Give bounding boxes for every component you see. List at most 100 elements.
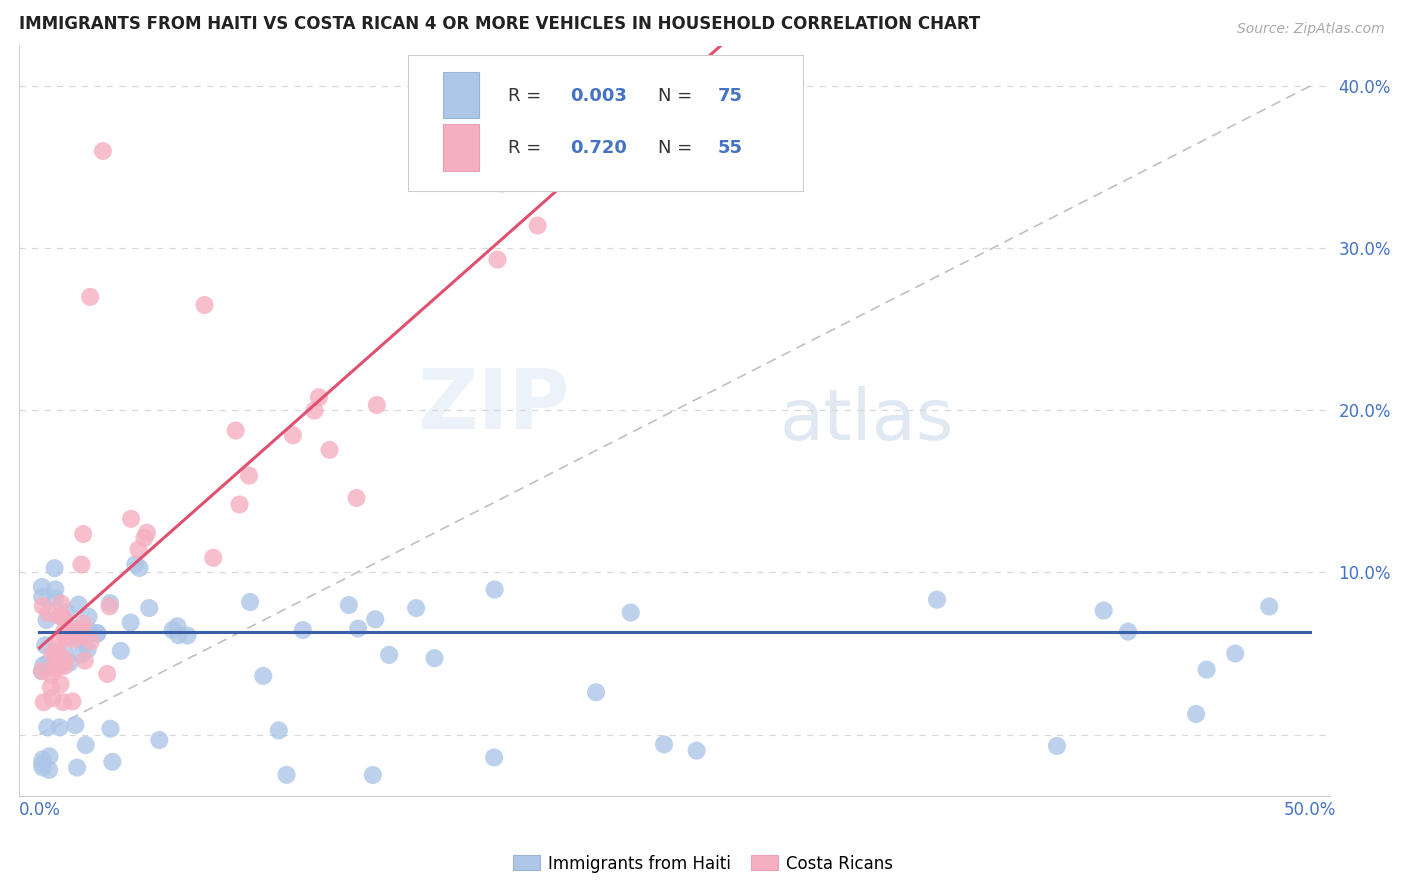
Point bbox=[72, 616, 94, 631]
Point bbox=[65, 626, 87, 640]
Point bbox=[120, 615, 142, 630]
Point bbox=[46, 638, 69, 652]
Point bbox=[31, 599, 53, 613]
Point bbox=[55, 605, 77, 619]
Point bbox=[162, 623, 184, 637]
Point bbox=[378, 648, 401, 662]
Point bbox=[63, 622, 86, 636]
Point bbox=[148, 733, 170, 747]
Text: 0.720: 0.720 bbox=[569, 139, 627, 158]
Text: N =: N = bbox=[658, 87, 697, 105]
Point bbox=[228, 498, 250, 512]
Point bbox=[72, 527, 94, 541]
Point bbox=[1116, 624, 1139, 639]
Point bbox=[73, 654, 96, 668]
Point bbox=[31, 590, 53, 604]
Point bbox=[110, 644, 132, 658]
Point bbox=[38, 749, 60, 764]
Point bbox=[491, 177, 513, 191]
Point bbox=[267, 723, 290, 738]
Point bbox=[346, 491, 368, 505]
Point bbox=[484, 582, 506, 597]
Point bbox=[44, 582, 66, 597]
Point bbox=[1195, 663, 1218, 677]
FancyBboxPatch shape bbox=[409, 54, 803, 191]
Point bbox=[37, 720, 59, 734]
Point bbox=[91, 144, 114, 158]
Point bbox=[44, 561, 66, 575]
Point bbox=[35, 613, 58, 627]
Point bbox=[41, 691, 63, 706]
Point bbox=[70, 558, 93, 572]
Point bbox=[80, 634, 103, 648]
Point bbox=[1092, 603, 1115, 617]
Point bbox=[31, 760, 53, 774]
Point bbox=[925, 592, 948, 607]
Text: 75: 75 bbox=[718, 87, 742, 105]
Point bbox=[52, 625, 75, 640]
Point bbox=[31, 756, 53, 771]
Point bbox=[96, 667, 118, 681]
Point bbox=[70, 648, 93, 662]
Point bbox=[62, 694, 84, 708]
Point bbox=[53, 653, 76, 667]
Point bbox=[128, 561, 150, 575]
Text: Source: ZipAtlas.com: Source: ZipAtlas.com bbox=[1237, 22, 1385, 37]
Point bbox=[38, 763, 60, 777]
Point bbox=[79, 290, 101, 304]
Point bbox=[98, 599, 121, 614]
Point bbox=[39, 681, 62, 695]
FancyBboxPatch shape bbox=[443, 72, 479, 119]
Point bbox=[60, 624, 83, 638]
Point bbox=[620, 606, 643, 620]
Point bbox=[31, 664, 53, 678]
Point bbox=[58, 656, 80, 670]
Point bbox=[167, 628, 190, 642]
Point bbox=[405, 601, 427, 615]
Point bbox=[48, 720, 70, 734]
Point bbox=[72, 629, 94, 643]
Point bbox=[238, 468, 260, 483]
Point bbox=[75, 738, 97, 752]
Point bbox=[1225, 647, 1247, 661]
Point bbox=[366, 398, 388, 412]
Point bbox=[347, 622, 370, 636]
Point bbox=[66, 761, 89, 775]
Point bbox=[62, 632, 84, 647]
Point bbox=[276, 768, 298, 782]
Point bbox=[101, 755, 124, 769]
Text: 55: 55 bbox=[718, 139, 742, 158]
Point bbox=[51, 610, 73, 624]
FancyBboxPatch shape bbox=[443, 125, 479, 171]
Point bbox=[77, 609, 100, 624]
Point bbox=[193, 298, 215, 312]
Point bbox=[98, 596, 121, 610]
Point bbox=[65, 718, 87, 732]
Point bbox=[76, 642, 98, 657]
Text: ZIP: ZIP bbox=[418, 366, 569, 446]
Point bbox=[52, 611, 75, 625]
Point bbox=[32, 695, 55, 709]
Point bbox=[124, 558, 146, 572]
Point bbox=[281, 428, 304, 442]
Point bbox=[80, 624, 103, 639]
Point bbox=[69, 623, 91, 637]
Text: N =: N = bbox=[658, 139, 697, 158]
Point bbox=[337, 598, 360, 612]
Point bbox=[86, 626, 108, 640]
Point bbox=[308, 390, 330, 404]
Point bbox=[239, 595, 262, 609]
Text: R =: R = bbox=[508, 139, 547, 158]
Point bbox=[32, 658, 55, 673]
Point bbox=[46, 644, 69, 658]
Point bbox=[652, 738, 675, 752]
Point bbox=[66, 632, 89, 646]
Point bbox=[423, 651, 446, 665]
Point bbox=[31, 664, 53, 678]
Point bbox=[34, 638, 56, 652]
Text: R =: R = bbox=[508, 87, 547, 105]
Point bbox=[304, 403, 326, 417]
Point bbox=[482, 750, 505, 764]
Point bbox=[134, 531, 156, 545]
Point bbox=[1046, 739, 1069, 753]
